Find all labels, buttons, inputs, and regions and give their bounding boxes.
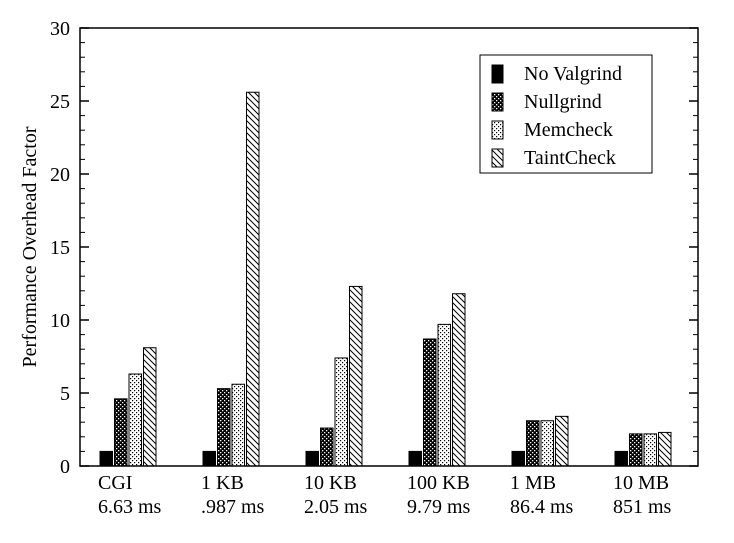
x-category-time: 86.4 ms [510, 496, 574, 518]
y-tick-label: 5 [60, 383, 70, 405]
legend-swatch-memcheck [491, 120, 504, 140]
bar-taintcheck-5 [658, 431, 672, 467]
y-tick-label: 15 [50, 237, 70, 259]
bar-no-valgrind-3 [408, 450, 422, 467]
legend-label: TaintCheck [524, 147, 616, 169]
legend-label: Nullgrind [524, 91, 602, 113]
bar-taintcheck-1 [246, 91, 260, 467]
x-category-label: 1 MB [510, 472, 556, 494]
y-tick-label: 20 [50, 164, 70, 186]
bar-memcheck-0 [128, 373, 142, 467]
legend-label: Memcheck [524, 119, 613, 141]
legend-swatch-nullgrind [491, 92, 504, 112]
bar-no-valgrind-4 [511, 450, 525, 467]
y-axis-title: Performance Overhead Factor [19, 126, 41, 367]
legend-box [479, 54, 653, 174]
x-category-label: 1 KB [201, 472, 244, 494]
bar-no-valgrind-5 [614, 450, 628, 467]
bar-nullgrind-1 [217, 388, 231, 467]
legend: No Valgrind Nullgrind Memcheck TaintCheck [479, 54, 653, 174]
bar-nullgrind-2 [320, 427, 334, 467]
bar-no-valgrind-1 [202, 450, 216, 467]
bar-nullgrind-4 [526, 420, 540, 467]
y-tick-label: 0 [60, 456, 70, 478]
bar-nullgrind-5 [629, 433, 643, 467]
legend-label: No Valgrind [524, 63, 622, 85]
legend-swatch-no-valgrind [491, 64, 504, 84]
x-category-time: 2.05 ms [304, 496, 368, 518]
x-category-label: 100 KB [407, 472, 470, 494]
bar-taintcheck-2 [349, 285, 363, 467]
y-tick-label: 10 [50, 310, 70, 332]
x-category-time: 851 ms [613, 496, 672, 518]
y-tick-label: 30 [50, 18, 70, 40]
bar-memcheck-3 [437, 323, 451, 467]
legend-swatch-taintcheck [491, 148, 504, 168]
x-category-time: .987 ms [201, 496, 265, 518]
bar-memcheck-2 [334, 357, 348, 467]
bar-nullgrind-3 [423, 338, 437, 467]
x-category-label: 10 MB [613, 472, 669, 494]
x-category-label: 10 KB [304, 472, 357, 494]
x-category-time: 9.79 ms [407, 496, 471, 518]
bar-no-valgrind-0 [99, 450, 113, 467]
bar-nullgrind-0 [114, 398, 128, 467]
bar-taintcheck-3 [452, 293, 466, 467]
bar-taintcheck-4 [555, 415, 569, 467]
bar-memcheck-4 [540, 420, 554, 467]
y-tick-label: 25 [50, 91, 70, 113]
bar-memcheck-5 [643, 433, 657, 467]
bar-memcheck-1 [231, 383, 245, 467]
bar-taintcheck-0 [143, 347, 157, 467]
x-category-label: CGI [98, 472, 132, 494]
bars-layer [99, 91, 672, 467]
x-category-time: 6.63 ms [98, 496, 162, 518]
y-axis: 0 5 10 15 20 25 30 [50, 18, 698, 478]
bar-no-valgrind-2 [305, 450, 319, 467]
